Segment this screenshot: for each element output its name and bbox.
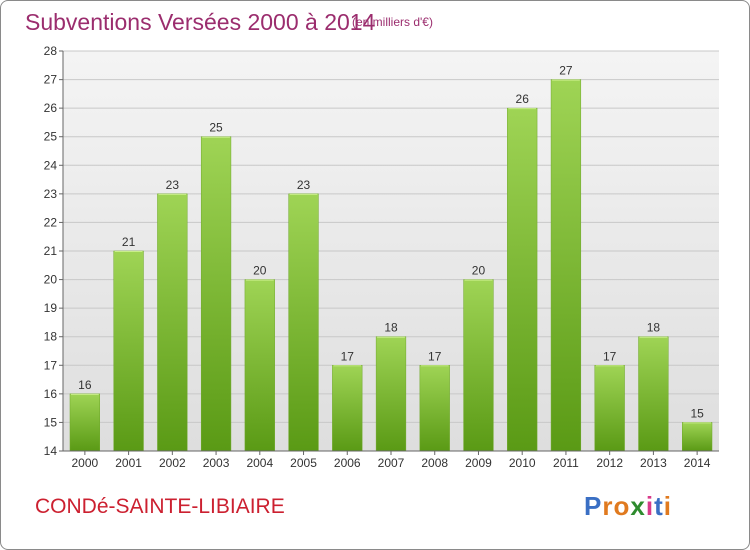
y-tick-label: 24 xyxy=(44,158,58,172)
unit-note: (en milliers d'€) xyxy=(352,15,433,29)
x-tick-label: 2013 xyxy=(640,456,667,470)
y-tick-label: 25 xyxy=(44,130,58,144)
data-label: 23 xyxy=(297,178,311,192)
x-tick-label: 2006 xyxy=(334,456,361,470)
logo-letter: t xyxy=(654,491,664,521)
location-name: CONDé-SAINTE-LIBIAIRE xyxy=(35,495,285,518)
bar xyxy=(507,107,538,452)
x-tick-label: 2014 xyxy=(684,456,711,470)
y-tick-label: 14 xyxy=(44,444,58,458)
x-tick-label: 2010 xyxy=(509,456,536,470)
logo-letter: P xyxy=(584,491,603,521)
x-tick-label: 2005 xyxy=(290,456,317,470)
logo-letter: x xyxy=(630,491,646,521)
bar xyxy=(594,365,625,452)
bar xyxy=(682,422,713,452)
y-tick-label: 19 xyxy=(44,301,58,315)
data-label: 16 xyxy=(78,378,92,392)
bar xyxy=(375,336,407,452)
y-tick-label: 22 xyxy=(44,215,58,229)
bar xyxy=(332,365,363,452)
x-tick-label: 2007 xyxy=(378,456,405,470)
x-tick-label: 2011 xyxy=(553,456,579,470)
x-tick-label: 2000 xyxy=(72,456,99,470)
y-tick-label: 15 xyxy=(44,415,58,429)
logo-letter: r xyxy=(602,491,614,521)
bar xyxy=(550,79,582,452)
bar xyxy=(244,279,275,452)
logo-letter: i xyxy=(663,491,672,521)
data-label: 18 xyxy=(384,321,398,335)
bar xyxy=(288,193,319,452)
data-label: 18 xyxy=(647,321,661,335)
data-label: 27 xyxy=(559,64,573,78)
logo-letter: o xyxy=(613,491,631,521)
y-tick-label: 21 xyxy=(44,244,58,258)
y-tick-label: 23 xyxy=(44,187,58,201)
y-tick-label: 27 xyxy=(44,73,58,87)
y-tick-label: 26 xyxy=(44,101,58,115)
x-tick-label: 2002 xyxy=(159,456,186,470)
data-label: 17 xyxy=(341,349,355,363)
bar xyxy=(157,193,188,452)
y-tick-label: 16 xyxy=(44,387,58,401)
chart-title: Subventions Versées 2000 à 2014 xyxy=(25,9,376,35)
logo-letter: i xyxy=(645,491,655,521)
data-label: 21 xyxy=(122,235,136,249)
x-tick-label: 2001 xyxy=(115,456,142,470)
x-tick-label: 2003 xyxy=(203,456,230,470)
y-tick-label: 17 xyxy=(44,358,58,372)
data-label: 23 xyxy=(166,178,180,192)
bar xyxy=(463,279,494,452)
data-label: 26 xyxy=(516,92,530,106)
data-label: 17 xyxy=(603,349,617,363)
data-label: 17 xyxy=(428,349,442,363)
bars: 16 21 23 25 20 23 17 18 17 20 26 27 17 18 15 xyxy=(69,64,713,452)
bar xyxy=(113,250,144,452)
y-tick-label: 18 xyxy=(44,330,58,344)
bar xyxy=(200,136,232,452)
data-label: 20 xyxy=(253,264,267,278)
y-tick-label: 28 xyxy=(44,44,58,58)
x-tick-label: 2008 xyxy=(421,456,448,470)
bar xyxy=(638,336,669,452)
bar xyxy=(69,393,100,452)
x-tick-label: 2009 xyxy=(465,456,492,470)
bar xyxy=(419,365,450,452)
proxiti-logo: Proxiti xyxy=(584,491,672,522)
y-tick-label: 20 xyxy=(44,273,58,287)
axes: 14 15 16 17 18 19 20 21 22 23 24 25 26 27 28 2000 2001 20… xyxy=(44,44,719,470)
data-label: 15 xyxy=(690,406,704,420)
x-tick-label: 2012 xyxy=(596,456,623,470)
data-label: 25 xyxy=(209,121,223,135)
data-label: 20 xyxy=(472,264,486,278)
x-tick-label: 2004 xyxy=(246,456,273,470)
